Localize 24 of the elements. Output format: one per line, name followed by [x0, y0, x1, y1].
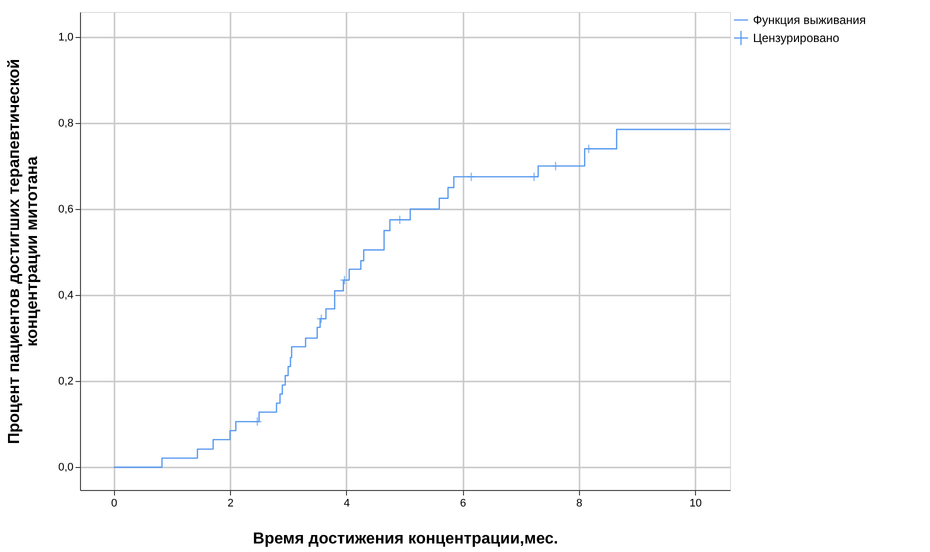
point: [340, 275, 350, 285]
x-axis-title: Время достижения концентрации,мес.: [252, 530, 558, 548]
point: [529, 172, 539, 182]
y-axis-title: Процент пациентов достигших терапевтической концентрации митотана: [6, 58, 42, 444]
y-tick-label: 1,0: [58, 31, 74, 44]
point: [466, 172, 476, 182]
point: [394, 215, 405, 225]
x-tick-label: 0: [111, 498, 118, 510]
point: [252, 416, 262, 426]
y-tick-label: 0,4: [58, 290, 74, 302]
y-tick-label: 0,6: [58, 204, 74, 216]
legend-label: Цензурировано: [753, 31, 840, 45]
y-tick-label: 0,8: [58, 118, 74, 130]
x-tick-label: 8: [576, 498, 582, 510]
x-tick-label: 2: [227, 498, 234, 510]
point: [550, 161, 560, 171]
point: [316, 314, 326, 324]
legend-label: Функция выживания: [753, 13, 866, 27]
x-tick-label: 4: [344, 498, 350, 510]
y-tick-label: 0,2: [58, 376, 74, 388]
y-tick-label: 0,0: [58, 462, 74, 474]
x-tick-label: 6: [460, 498, 466, 510]
point: [584, 144, 594, 154]
x-tick-label: 10: [689, 498, 702, 510]
